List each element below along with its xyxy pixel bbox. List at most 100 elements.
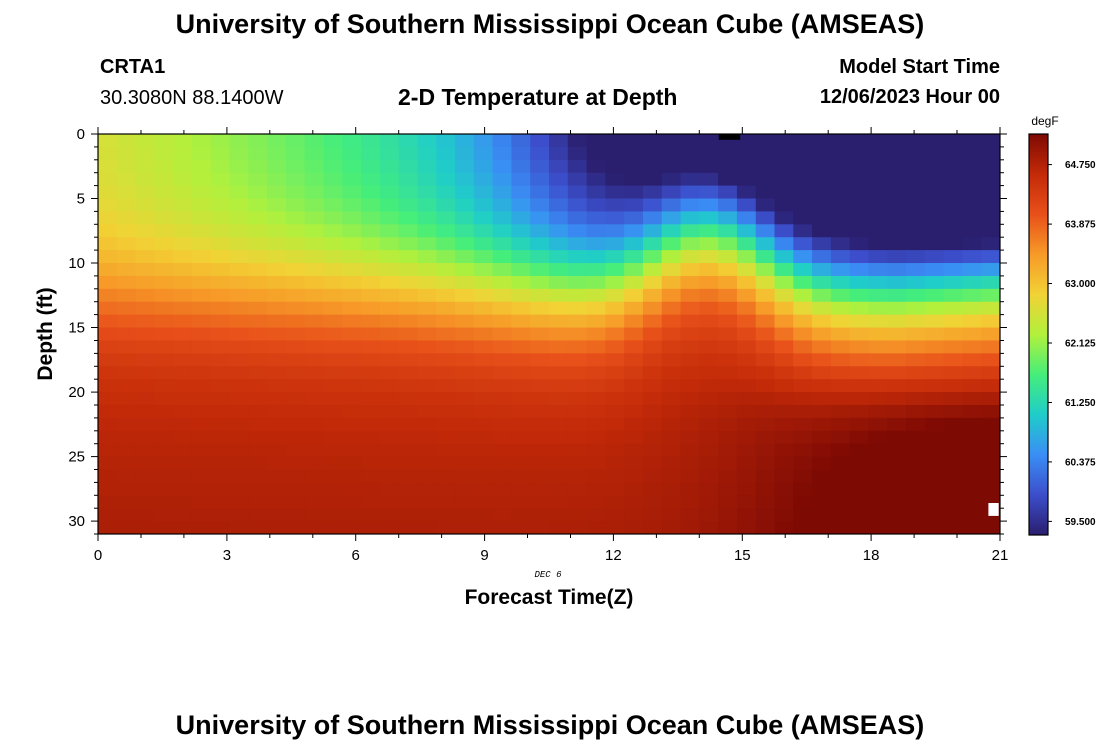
heatmap-cell	[605, 430, 625, 445]
heatmap-cell	[267, 353, 287, 367]
heatmap-cell	[849, 456, 870, 471]
heatmap-cell	[718, 327, 738, 342]
heatmap-cell	[699, 211, 719, 225]
heatmap-cell	[680, 211, 700, 225]
heatmap-cell	[868, 314, 888, 329]
heatmap-cell	[511, 211, 531, 225]
heatmap-cell	[793, 172, 813, 187]
heatmap-cell	[830, 521, 851, 534]
heatmap-cell	[154, 521, 174, 534]
heatmap-cell	[511, 301, 531, 316]
heatmap-cell	[229, 521, 249, 534]
date-label: DEC 6	[534, 570, 562, 580]
heatmap-cell	[492, 469, 513, 483]
heatmap-cell	[868, 198, 888, 213]
heatmap-cell	[943, 172, 964, 187]
heatmap-cell	[943, 198, 964, 213]
heatmap-cell	[774, 430, 794, 445]
heatmap-cell	[830, 392, 851, 406]
heatmap-cell	[191, 198, 212, 213]
heatmap-cell	[361, 146, 381, 161]
heatmap-cell	[549, 392, 569, 406]
heatmap-cell	[342, 211, 362, 225]
heatmap-cell	[943, 224, 964, 238]
heatmap-cell	[342, 198, 362, 213]
y-tick-label: 5	[77, 191, 85, 208]
heatmap-cell	[661, 392, 682, 406]
x-tick-label: 6	[352, 547, 360, 564]
heatmap-cell	[304, 353, 325, 367]
heatmap-cell	[248, 159, 268, 174]
heatmap-cell	[154, 482, 174, 496]
heatmap-cell	[511, 250, 531, 264]
heatmap-cell	[285, 288, 306, 303]
heatmap-cell	[962, 263, 982, 277]
heatmap-cell	[943, 237, 964, 251]
heatmap-cell	[304, 469, 325, 483]
heatmap-cell	[361, 379, 381, 393]
heatmap-cell	[962, 392, 982, 406]
heatmap-cell	[718, 495, 738, 509]
heatmap-cell	[981, 211, 1000, 225]
heatmap-cell	[417, 172, 437, 187]
heatmap-cell	[981, 482, 1000, 496]
heatmap-cell	[473, 314, 494, 329]
heatmap-cell	[135, 185, 155, 200]
heatmap-cell	[417, 250, 437, 264]
heatmap-cell	[417, 224, 437, 238]
heatmap-cell	[736, 263, 757, 277]
heatmap-cell	[605, 134, 625, 148]
heatmap-cell	[417, 134, 437, 148]
heatmap-cell	[98, 508, 118, 522]
heatmap-cell	[267, 172, 287, 187]
heatmap-cell	[586, 456, 606, 471]
heatmap-cell	[398, 392, 419, 406]
heatmap-cell	[342, 495, 362, 509]
heatmap-cell	[379, 237, 400, 251]
heatmap-cell	[793, 340, 813, 354]
heatmap-cell	[812, 263, 832, 277]
heatmap-cell	[285, 301, 306, 316]
heatmap-cell	[135, 508, 155, 522]
heatmap-cell	[906, 327, 926, 342]
heatmap-cell	[793, 521, 813, 534]
heatmap-cell	[830, 288, 851, 303]
heatmap-cell	[492, 392, 513, 406]
heatmap-cell	[154, 275, 174, 290]
heatmap-cell	[379, 469, 400, 483]
heatmap-cell	[342, 366, 362, 380]
heatmap-cell	[736, 521, 757, 534]
heatmap-cell	[379, 379, 400, 393]
heatmap-cell	[736, 159, 757, 174]
heatmap-cell	[755, 185, 776, 200]
heatmap-cell	[191, 250, 212, 264]
heatmap-cell	[210, 521, 231, 534]
heatmap-cell	[285, 146, 306, 161]
heatmap-cell	[210, 404, 231, 419]
colorbar-label: 61.250	[1065, 398, 1096, 409]
heatmap-cell	[398, 211, 419, 225]
heatmap-cell	[191, 366, 212, 380]
heatmap-cell	[361, 224, 381, 238]
heatmap-cell	[116, 508, 137, 522]
heatmap-cell	[173, 508, 193, 522]
heatmap-cell	[285, 521, 306, 534]
heatmap-cell	[736, 404, 757, 419]
heatmap-cell	[567, 353, 588, 367]
heatmap-cell	[774, 185, 794, 200]
heatmap-cell	[567, 211, 588, 225]
heatmap-cell	[417, 301, 437, 316]
heatmap-cell	[793, 224, 813, 238]
heatmap-cell	[549, 508, 569, 522]
heatmap-cell	[830, 198, 851, 213]
heatmap-cell	[924, 366, 945, 380]
heatmap-cell	[436, 172, 456, 187]
heatmap-cell	[267, 314, 287, 329]
heatmap-cell	[849, 366, 870, 380]
heatmap-cell	[736, 134, 757, 148]
heatmap-cell	[849, 443, 870, 458]
heatmap-cell	[830, 224, 851, 238]
heatmap-cell	[586, 301, 606, 316]
heatmap-cell	[304, 211, 325, 225]
heatmap-cell	[436, 366, 456, 380]
